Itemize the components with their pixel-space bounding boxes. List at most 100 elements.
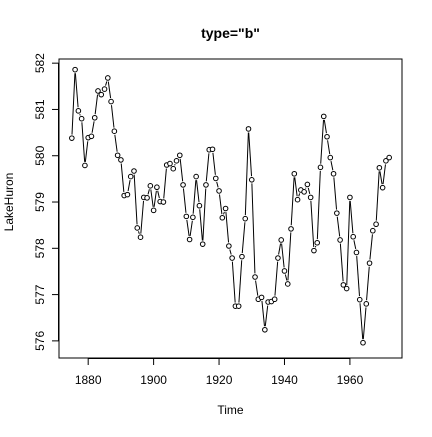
data-point bbox=[181, 183, 186, 188]
data-point bbox=[357, 297, 362, 302]
data-point bbox=[325, 134, 330, 139]
data-point bbox=[308, 195, 313, 200]
data-point bbox=[249, 178, 254, 183]
data-point bbox=[276, 256, 281, 261]
data-point bbox=[305, 182, 310, 187]
y-tick-label: 577 bbox=[33, 284, 47, 304]
data-point bbox=[132, 169, 137, 174]
x-tick-label: 1960 bbox=[337, 373, 364, 387]
chart-title: type="b" bbox=[201, 25, 260, 41]
data-point bbox=[151, 208, 156, 213]
data-point bbox=[351, 234, 356, 239]
data-point bbox=[236, 304, 241, 309]
x-tick-label: 1940 bbox=[271, 373, 298, 387]
data-point bbox=[354, 250, 359, 255]
x-axis-label: Time bbox=[217, 403, 244, 417]
data-point bbox=[246, 127, 251, 132]
data-point bbox=[92, 115, 97, 120]
data-point bbox=[374, 222, 379, 227]
data-point bbox=[109, 99, 114, 104]
data-point bbox=[338, 238, 343, 243]
data-point bbox=[76, 109, 81, 114]
data-point bbox=[70, 136, 75, 141]
data-point bbox=[253, 275, 258, 280]
data-point bbox=[184, 214, 189, 219]
data-point bbox=[106, 76, 111, 81]
data-point bbox=[361, 340, 366, 345]
data-point bbox=[217, 189, 222, 194]
data-point bbox=[318, 165, 323, 170]
data-point bbox=[168, 161, 173, 166]
data-point bbox=[367, 261, 372, 266]
series-line-segment bbox=[315, 246, 316, 247]
data-point bbox=[243, 216, 248, 221]
data-point bbox=[171, 166, 176, 171]
data-point bbox=[371, 228, 376, 233]
data-point bbox=[321, 114, 326, 119]
x-tick-label: 1880 bbox=[75, 373, 102, 387]
data-point bbox=[282, 269, 287, 274]
data-point bbox=[240, 254, 245, 259]
data-point bbox=[364, 302, 369, 307]
data-point bbox=[79, 116, 84, 121]
data-point bbox=[295, 197, 300, 202]
data-point bbox=[83, 163, 88, 168]
data-point bbox=[223, 206, 228, 211]
data-point bbox=[191, 215, 196, 220]
y-tick-label: 582 bbox=[33, 53, 47, 73]
data-point bbox=[285, 282, 290, 287]
data-point bbox=[315, 240, 320, 245]
data-point bbox=[387, 155, 392, 160]
data-point bbox=[344, 286, 349, 291]
data-point bbox=[335, 211, 340, 216]
data-point bbox=[302, 190, 307, 195]
y-tick-label: 578 bbox=[33, 238, 47, 258]
data-point bbox=[272, 297, 277, 302]
data-point bbox=[289, 227, 294, 232]
data-point bbox=[213, 176, 218, 181]
y-axis-label: LakeHuron bbox=[2, 173, 16, 232]
y-tick-label: 581 bbox=[33, 99, 47, 119]
data-point bbox=[155, 185, 160, 190]
data-point bbox=[220, 215, 225, 220]
data-point bbox=[177, 153, 182, 158]
data-point bbox=[312, 248, 317, 253]
data-point bbox=[292, 171, 297, 176]
data-point bbox=[197, 203, 202, 208]
data-point bbox=[227, 244, 232, 249]
data-point bbox=[73, 67, 78, 72]
data-point bbox=[194, 174, 199, 179]
data-point bbox=[263, 327, 268, 332]
data-point bbox=[115, 153, 120, 158]
data-point bbox=[161, 200, 166, 205]
data-point bbox=[135, 226, 140, 231]
y-tick-label: 580 bbox=[33, 145, 47, 165]
data-point bbox=[230, 256, 235, 261]
data-point bbox=[145, 196, 150, 201]
data-point bbox=[200, 242, 205, 247]
data-point bbox=[204, 183, 209, 188]
y-tick-label: 579 bbox=[33, 192, 47, 212]
data-point bbox=[125, 192, 130, 197]
data-point bbox=[328, 155, 333, 160]
series-line-segment bbox=[175, 164, 176, 165]
data-point bbox=[331, 171, 336, 176]
data-point bbox=[128, 174, 133, 179]
data-point bbox=[119, 158, 124, 163]
data-point bbox=[138, 235, 143, 240]
y-tick-label: 576 bbox=[33, 331, 47, 351]
x-tick-label: 1900 bbox=[140, 373, 167, 387]
data-point bbox=[99, 92, 104, 97]
data-point bbox=[148, 184, 153, 189]
series-line-segment bbox=[80, 114, 81, 115]
x-tick-label: 1920 bbox=[206, 373, 233, 387]
data-point bbox=[377, 165, 382, 170]
data-point bbox=[174, 159, 179, 164]
data-point bbox=[380, 185, 385, 190]
data-point bbox=[187, 237, 192, 242]
data-point bbox=[89, 134, 94, 139]
data-point bbox=[112, 129, 117, 134]
data-point bbox=[102, 87, 107, 92]
